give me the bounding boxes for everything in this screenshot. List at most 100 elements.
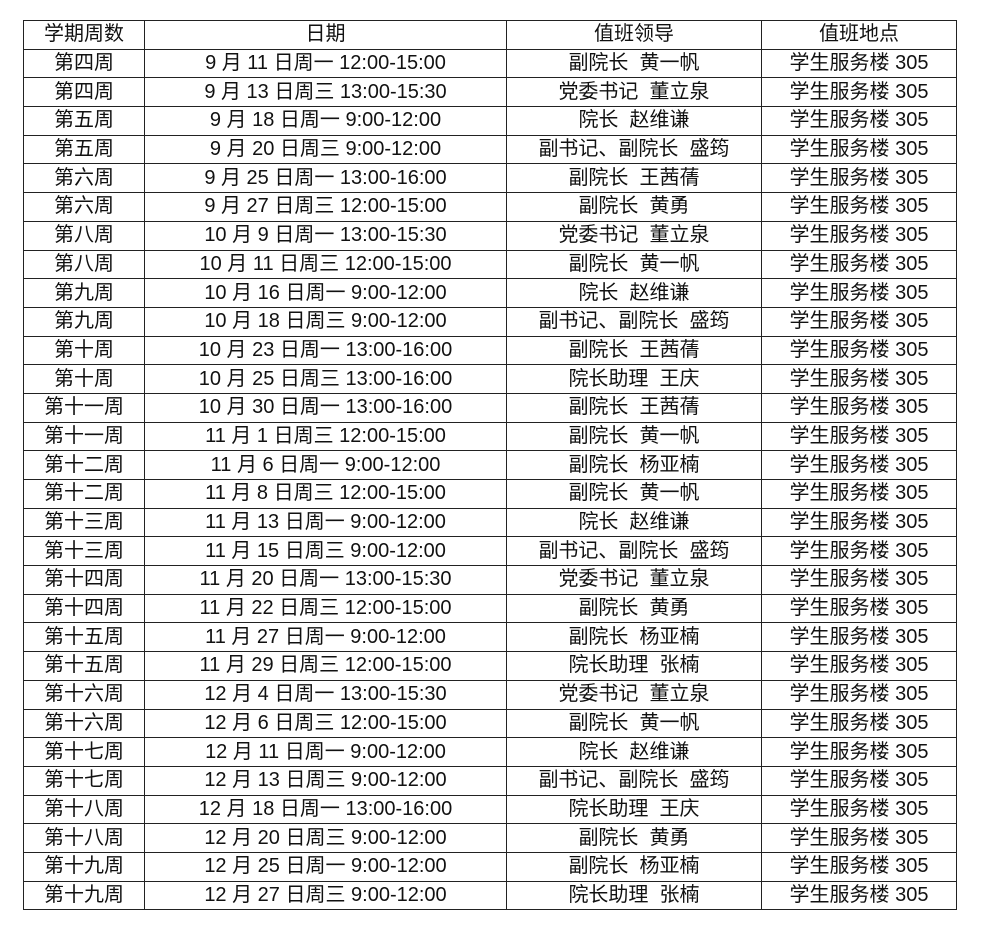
leader-cell: 副书记、副院长 盛筠 bbox=[506, 306, 762, 337]
date-cell: 10 月 16 日周一 9:00-12:00 bbox=[144, 278, 507, 308]
location-cell: 学生服务楼 305 bbox=[761, 220, 957, 251]
location-cell: 学生服务楼 305 bbox=[761, 163, 957, 194]
leader-cell: 院长 赵维谦 bbox=[506, 737, 762, 767]
table-row: 第四周 9 月 13 日周三 13:00-15:30 党委书记 董立泉 学生服务楼 3… bbox=[23, 77, 957, 108]
location-cell: 学生服务楼 305 bbox=[761, 708, 957, 739]
location-cell: 学生服务楼 305 bbox=[761, 306, 957, 337]
location-cell: 学生服务楼 305 bbox=[761, 507, 957, 538]
date-cell: 10 月 18 日周三 9:00-12:00 bbox=[144, 306, 507, 337]
header-row: 学期周数 日期 值班领导 值班地点 bbox=[23, 20, 957, 50]
week-cell: 第六周 bbox=[23, 192, 145, 222]
week-cell: 第十周 bbox=[23, 335, 145, 366]
table-row: 第十四周 11 月 22 日周三 12:00-15:00 副院长 黄勇 学生服务楼 3… bbox=[23, 593, 957, 624]
table-row: 第十二周 11 月 6 日周一 9:00-12:00 副院长 杨亚楠 学生服务楼 30… bbox=[23, 450, 957, 480]
week-cell: 第五周 bbox=[23, 134, 145, 165]
week-cell: 第十三周 bbox=[23, 536, 145, 567]
table-row: 第十四周 11 月 20 日周一 13:00-15:30 党委书记 董立泉 学生服务楼… bbox=[23, 565, 957, 595]
location-cell: 学生服务楼 305 bbox=[761, 880, 957, 911]
table-row: 第六周 9 月 27 日周三 12:00-15:00 副院长 黄勇 学生服务楼 305 bbox=[23, 192, 957, 222]
leader-cell: 副院长 黄一帆 bbox=[506, 479, 762, 509]
location-cell: 学生服务楼 305 bbox=[761, 192, 957, 222]
leader-cell: 院长助理 张楠 bbox=[506, 880, 762, 911]
header-date: 日期 bbox=[144, 20, 507, 50]
week-cell: 第十二周 bbox=[23, 479, 145, 509]
week-cell: 第十一周 bbox=[23, 421, 145, 452]
date-cell: 11 月 29 日周三 12:00-15:00 bbox=[144, 651, 507, 681]
date-cell: 10 月 25 日周三 13:00-16:00 bbox=[144, 364, 507, 394]
location-cell: 学生服务楼 305 bbox=[761, 106, 957, 136]
leader-cell: 院长助理 王庆 bbox=[506, 794, 762, 825]
week-cell: 第九周 bbox=[23, 306, 145, 337]
location-cell: 学生服务楼 305 bbox=[761, 823, 957, 853]
table-row: 第十六周 12 月 4 日周一 13:00-15:30 党委书记 董立泉 学生服务楼 … bbox=[23, 679, 957, 710]
date-cell: 12 月 11 日周一 9:00-12:00 bbox=[144, 737, 507, 767]
leader-cell: 副院长 黄勇 bbox=[506, 823, 762, 853]
table-row: 第十八周 12 月 18 日周一 13:00-16:00 院长助理 王庆 学生服务楼 … bbox=[23, 794, 957, 825]
location-cell: 学生服务楼 305 bbox=[761, 335, 957, 366]
date-cell: 11 月 27 日周一 9:00-12:00 bbox=[144, 622, 507, 653]
location-cell: 学生服务楼 305 bbox=[761, 679, 957, 710]
week-cell: 第十二周 bbox=[23, 450, 145, 480]
leader-cell: 副院长 王茜蒨 bbox=[506, 392, 762, 423]
date-cell: 9 月 25 日周一 13:00-16:00 bbox=[144, 163, 507, 194]
header-leader: 值班领导 bbox=[506, 20, 762, 50]
date-cell: 11 月 6 日周一 9:00-12:00 bbox=[144, 450, 507, 480]
leader-cell: 党委书记 董立泉 bbox=[506, 77, 762, 108]
leader-cell: 副院长 杨亚楠 bbox=[506, 450, 762, 480]
date-cell: 12 月 13 日周三 9:00-12:00 bbox=[144, 765, 507, 796]
location-cell: 学生服务楼 305 bbox=[761, 851, 957, 882]
week-cell: 第十三周 bbox=[23, 507, 145, 538]
table-row: 第十七周 12 月 11 日周一 9:00-12:00 院长 赵维谦 学生服务楼 30… bbox=[23, 737, 957, 767]
table-row: 第六周 9 月 25 日周一 13:00-16:00 副院长 王茜蒨 学生服务楼 30… bbox=[23, 163, 957, 194]
location-cell: 学生服务楼 305 bbox=[761, 794, 957, 825]
leader-cell: 党委书记 董立泉 bbox=[506, 679, 762, 710]
location-cell: 学生服务楼 305 bbox=[761, 364, 957, 394]
week-cell: 第十六周 bbox=[23, 679, 145, 710]
leader-cell: 副院长 黄勇 bbox=[506, 593, 762, 624]
table-row: 第十周 10 月 23 日周一 13:00-16:00 副院长 王茜蒨 学生服务楼 3… bbox=[23, 335, 957, 366]
leader-cell: 党委书记 董立泉 bbox=[506, 220, 762, 251]
date-cell: 11 月 20 日周一 13:00-15:30 bbox=[144, 565, 507, 595]
leader-cell: 副院长 杨亚楠 bbox=[506, 851, 762, 882]
duty-schedule-table: 学期周数 日期 值班领导 值班地点 第四周 9 月 11 日周一 12:00-15… bbox=[23, 20, 957, 911]
leader-cell: 副院长 黄一帆 bbox=[506, 421, 762, 452]
week-cell: 第四周 bbox=[23, 77, 145, 108]
date-cell: 10 月 9 日周一 13:00-15:30 bbox=[144, 220, 507, 251]
leader-cell: 副书记、副院长 盛筠 bbox=[506, 134, 762, 165]
leader-cell: 院长 赵维谦 bbox=[506, 106, 762, 136]
location-cell: 学生服务楼 305 bbox=[761, 392, 957, 423]
table-row: 第十二周 11 月 8 日周三 12:00-15:00 副院长 黄一帆 学生服务楼 3… bbox=[23, 479, 957, 509]
table-row: 第五周 9 月 20 日周三 9:00-12:00 副书记、副院长 盛筠 学生服务楼 … bbox=[23, 134, 957, 165]
date-cell: 10 月 23 日周一 13:00-16:00 bbox=[144, 335, 507, 366]
leader-cell: 院长助理 张楠 bbox=[506, 651, 762, 681]
table-row: 第十八周 12 月 20 日周三 9:00-12:00 副院长 黄勇 学生服务楼 30… bbox=[23, 823, 957, 853]
week-cell: 第五周 bbox=[23, 106, 145, 136]
week-cell: 第十七周 bbox=[23, 765, 145, 796]
table-row: 第八周 10 月 9 日周一 13:00-15:30 党委书记 董立泉 学生服务楼 3… bbox=[23, 220, 957, 251]
date-cell: 9 月 13 日周三 13:00-15:30 bbox=[144, 77, 507, 108]
week-cell: 第十九周 bbox=[23, 880, 145, 911]
location-cell: 学生服务楼 305 bbox=[761, 77, 957, 108]
table-row: 第十五周 11 月 29 日周三 12:00-15:00 院长助理 张楠 学生服务楼 … bbox=[23, 651, 957, 681]
location-cell: 学生服务楼 305 bbox=[761, 450, 957, 480]
date-cell: 12 月 25 日周一 9:00-12:00 bbox=[144, 851, 507, 882]
week-cell: 第十五周 bbox=[23, 651, 145, 681]
leader-cell: 副院长 黄一帆 bbox=[506, 249, 762, 280]
date-cell: 11 月 8 日周三 12:00-15:00 bbox=[144, 479, 507, 509]
week-cell: 第四周 bbox=[23, 48, 145, 79]
table-row: 第十三周 11 月 13 日周一 9:00-12:00 院长 赵维谦 学生服务楼 30… bbox=[23, 507, 957, 538]
table-row: 第九周 10 月 18 日周三 9:00-12:00 副书记、副院长 盛筠 学生服务楼… bbox=[23, 306, 957, 337]
table-row: 第十三周 11 月 15 日周三 9:00-12:00 副书记、副院长 盛筠 学生服务… bbox=[23, 536, 957, 567]
table-row: 第十周 10 月 25 日周三 13:00-16:00 院长助理 王庆 学生服务楼 3… bbox=[23, 364, 957, 394]
date-cell: 11 月 13 日周一 9:00-12:00 bbox=[144, 507, 507, 538]
leader-cell: 副书记、副院长 盛筠 bbox=[506, 765, 762, 796]
table-row: 第十五周 11 月 27 日周一 9:00-12:00 副院长 杨亚楠 学生服务楼 3… bbox=[23, 622, 957, 653]
header-week: 学期周数 bbox=[23, 20, 145, 50]
leader-cell: 副院长 黄勇 bbox=[506, 192, 762, 222]
table-row: 第四周 9 月 11 日周一 12:00-15:00 副院长 黄一帆 学生服务楼 30… bbox=[23, 48, 957, 79]
date-cell: 9 月 18 日周一 9:00-12:00 bbox=[144, 106, 507, 136]
location-cell: 学生服务楼 305 bbox=[761, 479, 957, 509]
location-cell: 学生服务楼 305 bbox=[761, 651, 957, 681]
week-cell: 第十四周 bbox=[23, 593, 145, 624]
location-cell: 学生服务楼 305 bbox=[761, 622, 957, 653]
